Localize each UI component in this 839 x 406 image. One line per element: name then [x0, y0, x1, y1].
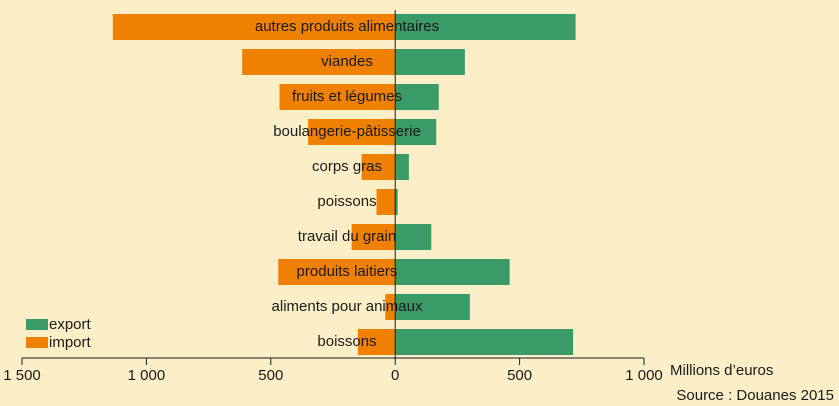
x-axis-label: Millions d’euros	[670, 362, 773, 379]
category-label: poissons	[317, 193, 376, 210]
x-tick-label: 1 000	[128, 367, 166, 384]
category-label: autres produits alimentaires	[255, 18, 439, 35]
bar	[395, 259, 510, 285]
x-tick-label: 0	[391, 367, 399, 384]
legend-label: import	[49, 334, 92, 351]
bar	[395, 119, 437, 145]
bar	[278, 259, 396, 285]
x-tick-label: 500	[507, 367, 532, 384]
bar	[351, 224, 396, 250]
bar	[242, 49, 396, 75]
category-label: produits laitiers	[297, 263, 398, 280]
category-label: corps gras	[312, 158, 382, 175]
legend-swatch	[26, 337, 48, 348]
bar	[395, 329, 574, 355]
bar	[395, 154, 409, 180]
category-label: viandes	[321, 53, 373, 70]
bar	[395, 189, 398, 215]
bar	[308, 119, 396, 145]
x-tick-label: 500	[258, 367, 283, 384]
bar	[279, 84, 396, 110]
bar	[395, 224, 432, 250]
bar	[112, 14, 396, 40]
x-tick-label: 1 500	[3, 367, 41, 384]
source: Source : Douanes 2015	[676, 387, 834, 404]
x-tick-label: 1 000	[625, 367, 663, 384]
bar	[357, 329, 396, 355]
category-label: fruits et légumes	[292, 88, 402, 105]
bar	[361, 154, 396, 180]
bar	[376, 189, 396, 215]
category-label: boulangerie-pâtisserie	[273, 123, 421, 140]
bar	[395, 49, 465, 75]
bar	[385, 294, 396, 320]
bar	[395, 84, 439, 110]
bar	[395, 294, 470, 320]
category-label: travail du grain	[298, 228, 396, 245]
bar	[395, 14, 576, 40]
legend-label: export	[49, 316, 92, 333]
category-label: boissons	[317, 333, 376, 350]
legend-swatch	[26, 319, 48, 330]
category-label: aliments pour animaux	[272, 298, 423, 315]
